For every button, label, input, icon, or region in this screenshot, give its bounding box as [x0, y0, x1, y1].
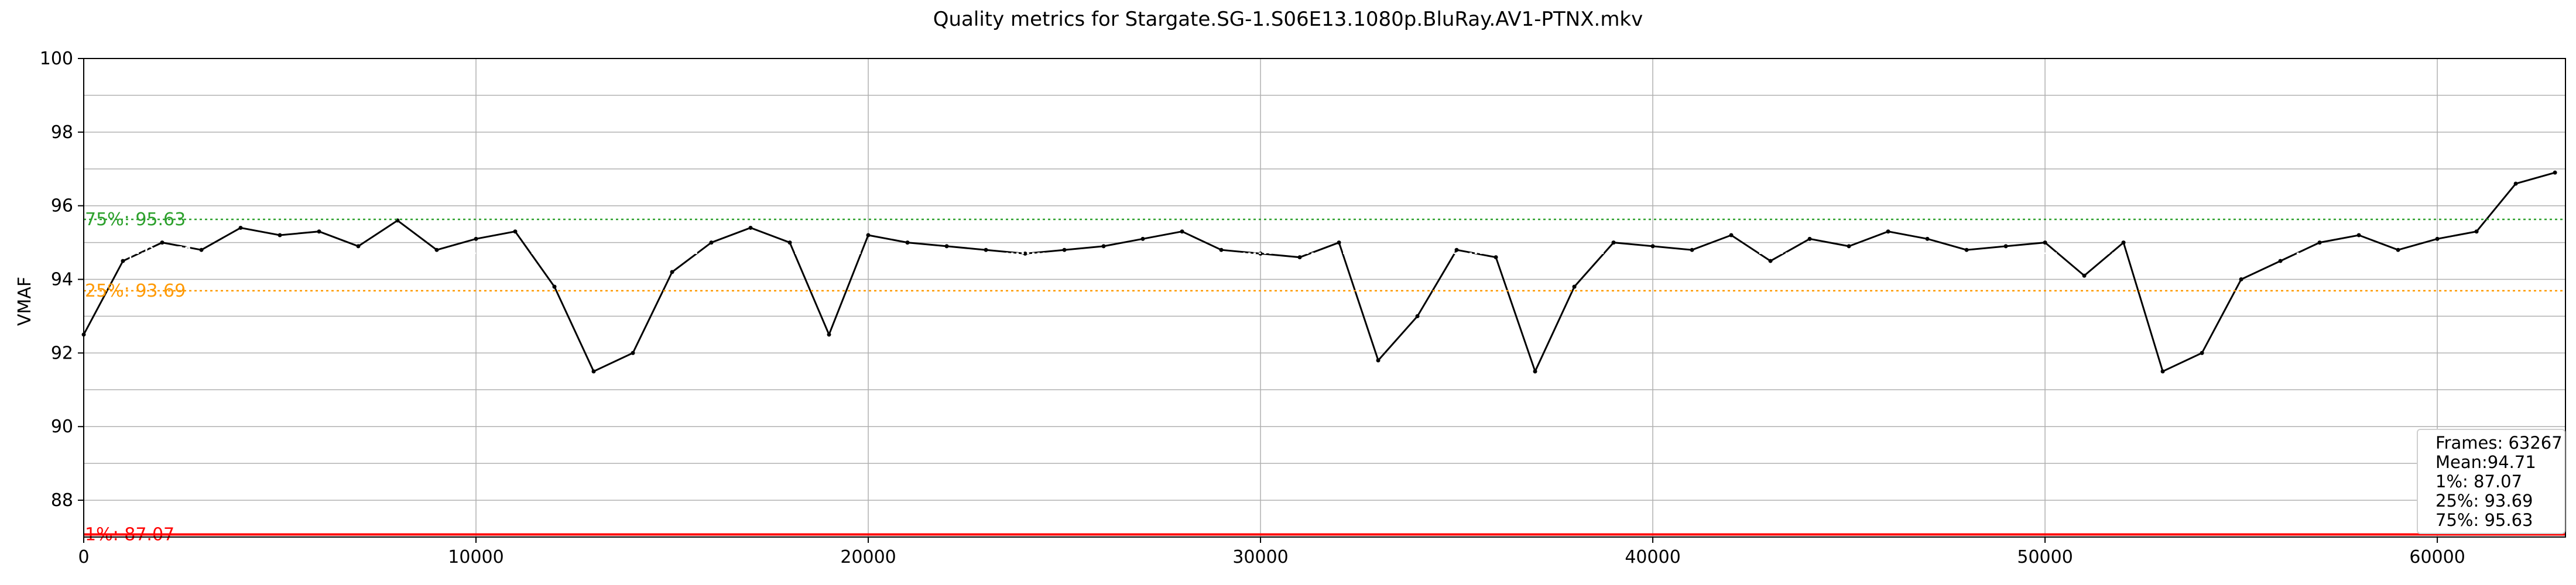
y-tick-label: 100 [40, 49, 73, 69]
series-point [2160, 369, 2165, 374]
series-point [238, 225, 243, 230]
series-point [748, 225, 753, 230]
series-point [1219, 247, 1224, 252]
series-point [121, 259, 125, 263]
series-point [356, 244, 361, 249]
series-point [1337, 240, 1341, 245]
series-point [2317, 240, 2322, 245]
reference-label: 1%: 87.07 [85, 525, 174, 545]
series-point [1847, 244, 1851, 249]
series-point [552, 284, 557, 289]
series-point [2003, 244, 2008, 249]
series-point [2121, 240, 2126, 245]
x-tick-label: 40000 [1625, 547, 1680, 567]
y-tick-label: 88 [51, 490, 73, 511]
y-tick-label: 96 [51, 196, 73, 216]
stats-mean: Mean:94.71 [2435, 452, 2536, 472]
series-point [631, 350, 635, 355]
series-point [1297, 255, 1302, 260]
vmaf-series [81, 170, 2557, 374]
y-tick-label: 94 [51, 270, 73, 290]
series-point [1690, 247, 1694, 252]
series-point [160, 240, 165, 245]
reference-label: Mean: 94.71 [85, 243, 194, 264]
series-point [1650, 244, 1655, 249]
series-point [2082, 273, 2087, 278]
x-tick-label: 20000 [840, 547, 896, 567]
series-point [2239, 277, 2243, 282]
series-point [1415, 314, 1420, 318]
series-point [2513, 181, 2518, 186]
series-point [1768, 259, 1773, 263]
series-point [670, 270, 674, 274]
series-point [709, 240, 714, 245]
series-point [2396, 247, 2400, 252]
stats-legend: Frames: 63267 Mean:94.71 1%: 87.07 25%: … [2417, 429, 2565, 534]
series-point [2278, 259, 2283, 263]
series-point [474, 236, 478, 241]
series-point [827, 332, 831, 337]
series-point [199, 247, 204, 252]
x-tick-label: 0 [78, 547, 89, 567]
series-point [1140, 236, 1145, 241]
series-point [1062, 247, 1067, 252]
series-point [1493, 255, 1498, 260]
series-point [513, 229, 518, 234]
series-point [434, 247, 439, 252]
series-point [317, 229, 321, 234]
series-point [1180, 229, 1184, 234]
axis-ticks: 0 10000 20000 30000 40000 50000 60000 88 90 92 94 9… [40, 49, 2465, 567]
y-axis-label: VMAF [15, 277, 35, 326]
x-tick-label: 60000 [2409, 547, 2465, 567]
series-point [2553, 170, 2557, 175]
series-point [1376, 358, 1381, 363]
reference-label: 25%: 93.69 [85, 281, 186, 301]
series-point [1533, 369, 1537, 374]
y-tick-label: 98 [51, 122, 73, 143]
series-line-vmaf [83, 171, 2556, 374]
series-point [1886, 229, 1890, 234]
x-tick-label: 30000 [1232, 547, 1288, 567]
series-point [591, 369, 596, 374]
series-point [787, 240, 792, 245]
series-point [1101, 244, 1106, 249]
series-point [1729, 233, 1734, 238]
y-tick-label: 92 [51, 343, 73, 363]
series-point [1572, 284, 1577, 289]
chart-title: Quality metrics for Stargate.SG-1.S06E13… [933, 8, 1643, 31]
grid [83, 58, 2565, 538]
series-point [1964, 247, 1969, 252]
series-point [944, 244, 949, 249]
series-point [2356, 233, 2361, 238]
stats-p75: 75%: 95.63 [2435, 510, 2533, 530]
series-point [1611, 240, 1616, 245]
series-point [2474, 229, 2479, 234]
x-tick-label: 10000 [448, 547, 503, 567]
stats-p1: 1%: 87.07 [2435, 472, 2523, 491]
series-point [905, 240, 910, 245]
series-point [866, 233, 871, 238]
series-point [984, 247, 988, 252]
series-point [1454, 247, 1459, 252]
x-tick-label: 50000 [2017, 547, 2073, 567]
series-point [2200, 350, 2204, 355]
stats-p25: 25%: 93.69 [2435, 491, 2533, 511]
y-tick-label: 90 [51, 417, 73, 437]
series-point [278, 233, 282, 238]
series-point [1807, 236, 1812, 241]
series-point [1023, 251, 1027, 256]
series-point [2435, 236, 2440, 241]
reference-label: 75%: 95.63 [85, 209, 186, 230]
series-point [1925, 236, 1930, 241]
series-point [2043, 240, 2047, 245]
plot-frame [83, 58, 2566, 538]
stats-frames: Frames: 63267 [2435, 433, 2563, 453]
